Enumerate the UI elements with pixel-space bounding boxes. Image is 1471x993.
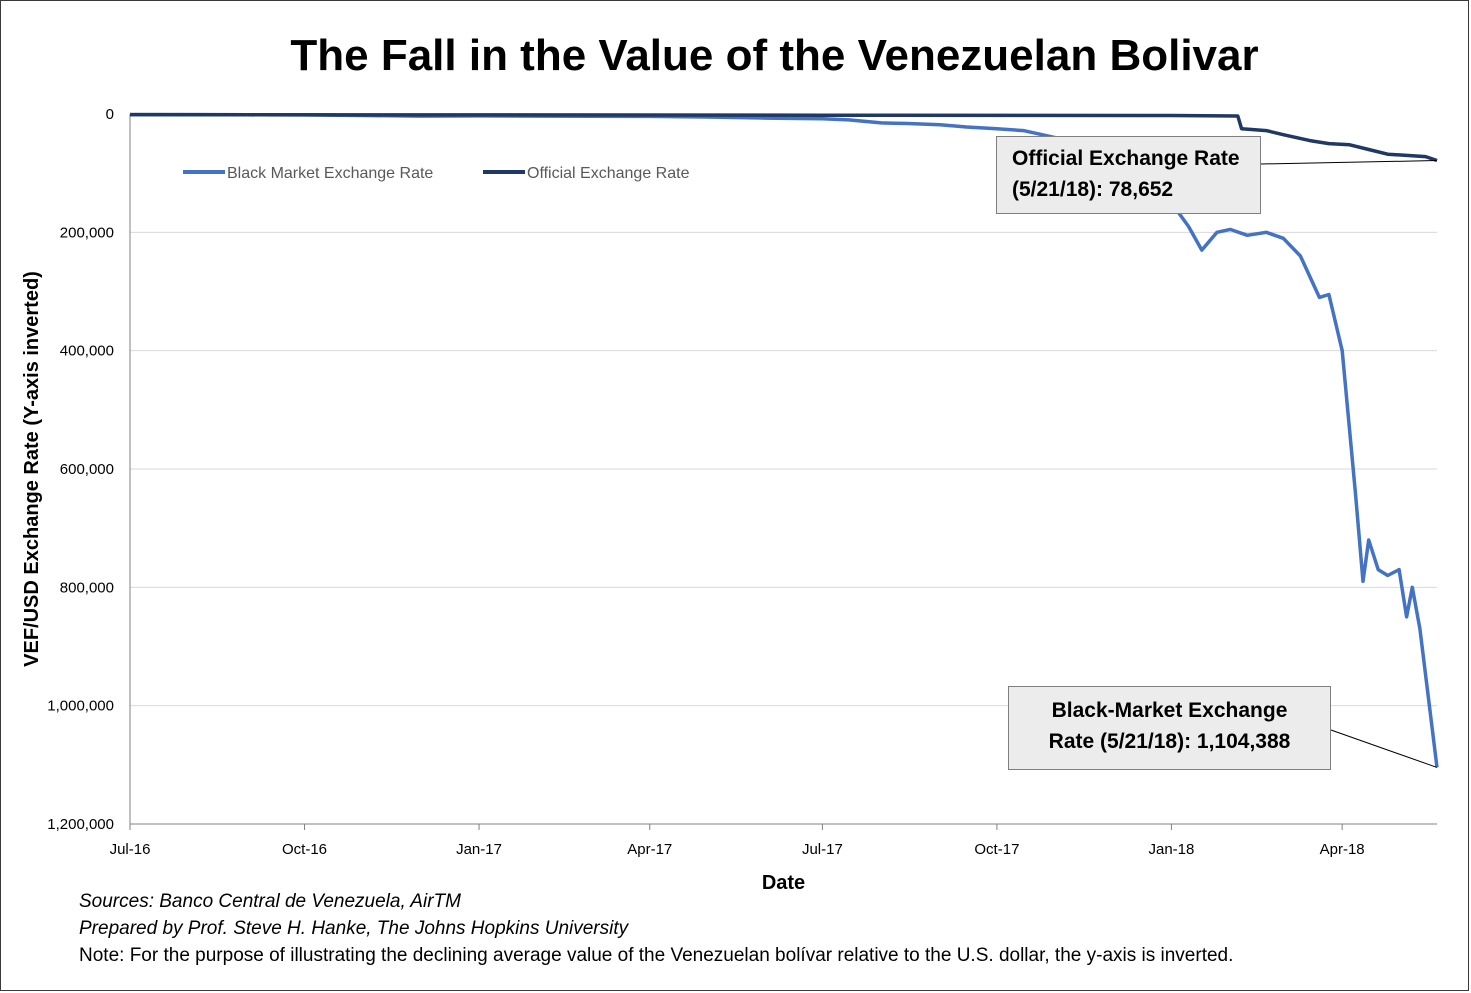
legend-label-official: Official Exchange Rate	[527, 165, 690, 182]
callout-official-line1: Official Exchange Rate	[1012, 147, 1240, 170]
x-tick-label: Jan-17	[456, 841, 502, 858]
callout-official-line2: (5/21/18): 78,652	[1012, 178, 1174, 201]
callout-black-market-rate: Black-Market Exchange Rate (5/21/18): 1,…	[1008, 686, 1331, 770]
legend: Black Market Exchange Rate Official Excha…	[183, 165, 690, 182]
callout-black-line2: Rate (5/21/18): 1,104,388	[1048, 730, 1291, 753]
y-tick-labels: 0 200,000 400,000 600,000 800,000 1,000,000 1,…	[47, 106, 114, 833]
y-axis-title: VEF/USD Exchange Rate (Y-axis inverted)	[21, 271, 43, 667]
y-tick-label: 200,000	[60, 224, 114, 241]
x-tick-labels: Jul-16 Oct-16 Jan-17 Apr-17 Jul-17 Oct-17 Jan-…	[110, 841, 1365, 858]
x-tick-label: Jul-16	[110, 841, 151, 858]
chart-title: The Fall in the Value of the Venezuelan …	[290, 31, 1259, 80]
grid-lines	[130, 231, 1437, 707]
black-market-leader-line	[1330, 729, 1438, 768]
x-tick-label: Jul-17	[802, 841, 843, 858]
y-tick-label: 400,000	[60, 343, 114, 360]
y-tick-label: 1,200,000	[47, 816, 114, 833]
official-leader-line	[1260, 160, 1438, 165]
y-tick-label: 800,000	[60, 579, 114, 596]
callout-leader-lines	[1260, 160, 1438, 768]
official-rate-line	[129, 112, 1438, 163]
x-tick-label: Oct-16	[282, 841, 327, 858]
x-tick-label: Apr-18	[1320, 841, 1365, 858]
callout-official-rate: Official Exchange Rate (5/21/18): 78,652	[996, 136, 1261, 214]
footnotes: Sources: Banco Central de Venezuela, Air…	[79, 888, 1233, 969]
x-axis-title: Date	[762, 872, 805, 894]
y-tick-label: 600,000	[60, 461, 114, 478]
prepared-by-note: Prepared by Prof. Steve H. Hanke, The Jo…	[79, 918, 629, 939]
y-tick-label: 0	[106, 106, 114, 123]
x-tick-label: Jan-18	[1148, 841, 1194, 858]
y-tick-label: 1,000,000	[47, 698, 114, 715]
legend-label-black-market: Black Market Exchange Rate	[227, 165, 433, 182]
axes	[129, 114, 1437, 830]
x-tick-label: Apr-17	[627, 841, 672, 858]
x-tick-label: Oct-17	[974, 841, 1019, 858]
callout-black-line1: Black-Market Exchange	[1051, 699, 1288, 722]
sources-note: Sources: Banco Central de Venezuela, Air…	[79, 891, 461, 912]
inverted-axis-note: Note: For the purpose of illustrating th…	[79, 945, 1234, 966]
